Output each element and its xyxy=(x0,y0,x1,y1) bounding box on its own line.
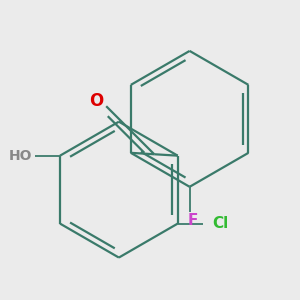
Text: HO: HO xyxy=(9,149,32,163)
Text: F: F xyxy=(187,213,198,228)
Text: Cl: Cl xyxy=(212,216,228,231)
Text: O: O xyxy=(89,92,103,110)
